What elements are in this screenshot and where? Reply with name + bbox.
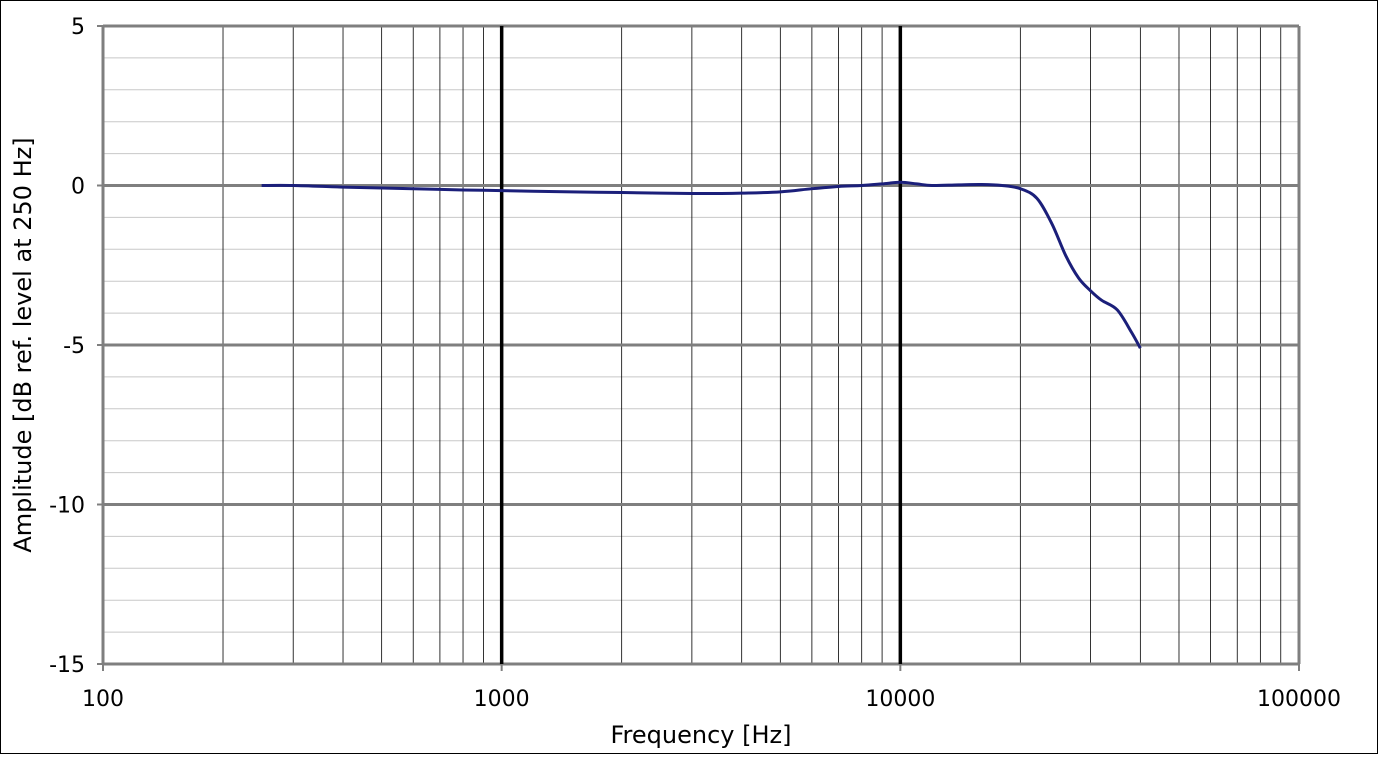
series-layer [261, 180, 1142, 349]
response-curve [261, 180, 1142, 349]
y-tick-label: -5 [63, 334, 85, 359]
x-tick-label: 100000 [1257, 687, 1341, 712]
y-tick-label: 0 [71, 175, 85, 200]
y-tick-label: -10 [49, 494, 85, 519]
y-tick-label: -15 [49, 653, 85, 678]
x-axis-title: Frequency [Hz] [611, 721, 792, 749]
grid [101, 24, 1301, 666]
x-tick-label: 100 [82, 687, 124, 712]
x-tick-label: 1000 [474, 687, 530, 712]
y-axis-title: Amplitude [dB ref. level at 250 Hz] [9, 137, 37, 552]
x-tick-label: 10000 [865, 687, 935, 712]
y-tick-label: 5 [71, 15, 85, 40]
tick-labels: 5 0 -5 -10 -15 100 1000 10000 100000 [49, 15, 1341, 712]
axes [97, 25, 1300, 671]
